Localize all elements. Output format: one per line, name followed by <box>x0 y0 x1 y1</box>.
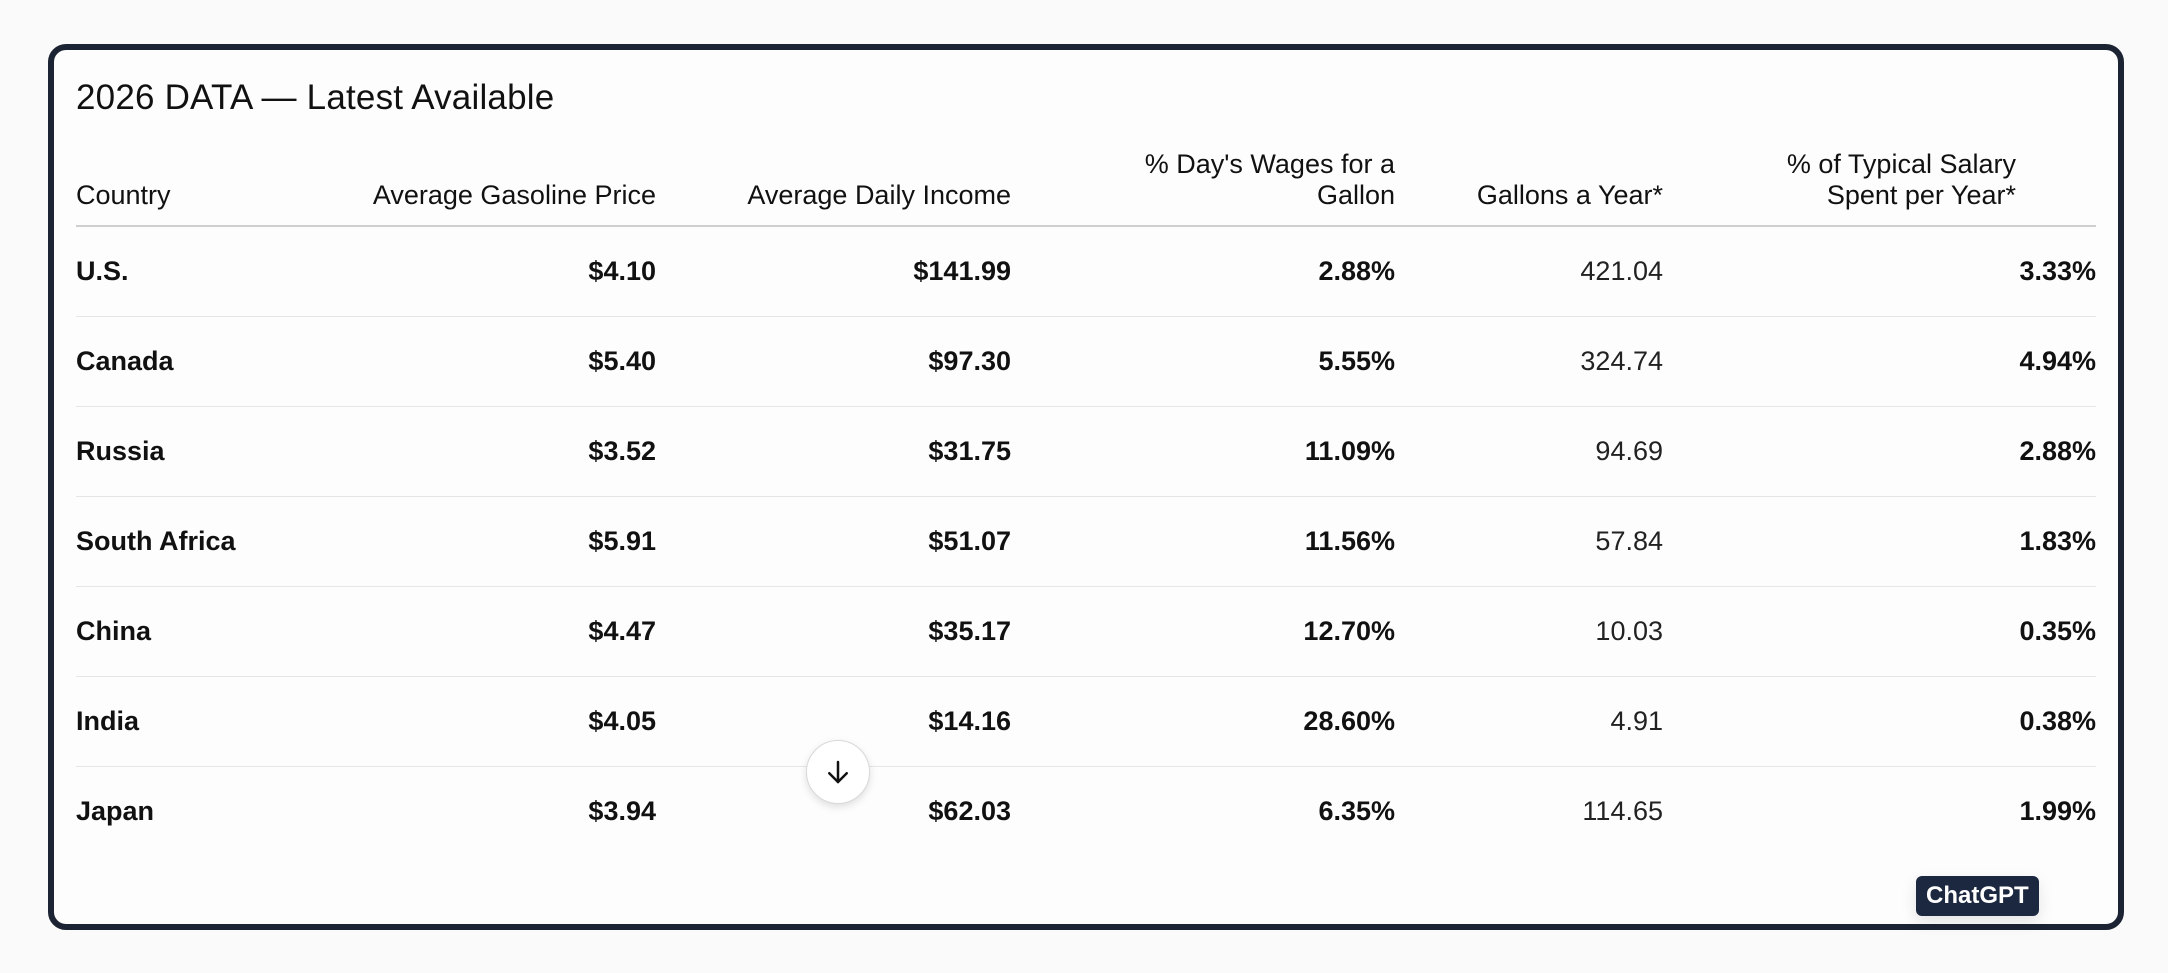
table-row: Canada $5.40 $97.30 5.55% 324.74 4.94% <box>76 316 2096 407</box>
table-title: 2026 DATA — Latest Available <box>76 78 555 117</box>
header-day-wages-line2: Gallon <box>1316 180 1395 210</box>
cell-salary-spent: 1.99% <box>2019 795 2096 826</box>
cell-daily-income: $62.03 <box>928 795 1011 826</box>
table-row: U.S. $4.10 $141.99 2.88% 421.04 3.33% <box>76 226 2096 317</box>
arrow-down-icon <box>828 760 848 784</box>
cell-gallons-year: 94.69 <box>1395 406 1663 497</box>
cell-gas-price: $5.91 <box>266 496 656 587</box>
cell-salary-spent: 1.83% <box>1663 496 2096 587</box>
cell-day-wages: 11.56% <box>1011 496 1395 587</box>
cell-salary-spent: 4.94% <box>1663 316 2096 407</box>
cell-country: China <box>76 586 266 677</box>
cell-gallons-year: 114.65 <box>1582 795 1663 826</box>
header-gas-price: Average Gasoline Price <box>266 140 656 227</box>
cell-gas-price: $3.94 <box>588 795 656 826</box>
table-row: Japan $3.94 $62.03 6.35% 114.65 1.99% <box>76 766 2096 856</box>
cell-country: India <box>76 676 266 767</box>
header-gallons-year: Gallons a Year* <box>1395 140 1663 227</box>
cell-daily-income: $31.75 <box>656 406 1011 497</box>
cell-day-wages: 12.70% <box>1011 586 1395 677</box>
header-country: Country <box>76 140 266 227</box>
header-day-wages-line1: % Day's Wages for a <box>1144 149 1395 179</box>
scroll-down-button[interactable] <box>806 740 870 804</box>
cell-gallons-year: 421.04 <box>1395 226 1663 317</box>
table-row: India $4.05 $14.16 28.60% 4.91 0.38% <box>76 676 2096 767</box>
table-header-row: Country Average Gasoline Price Average D… <box>76 140 2096 227</box>
cell-gallons-year: 10.03 <box>1395 586 1663 677</box>
cell-salary-spent: 0.35% <box>1663 586 2096 677</box>
cell-gas-price: $4.05 <box>266 676 656 767</box>
cell-salary-spent: 2.88% <box>1663 406 2096 497</box>
cell-day-wages: 2.88% <box>1011 226 1395 317</box>
cell-country: Canada <box>76 316 266 407</box>
cell-country: Russia <box>76 406 266 497</box>
cell-gallons-year: 57.84 <box>1395 496 1663 587</box>
cell-country: South Africa <box>76 496 266 587</box>
cell-salary-spent: 0.38% <box>1663 676 2096 767</box>
header-salary-spent-line1: % of Typical Salary <box>1786 149 2016 179</box>
data-table-card: 2026 DATA — Latest Available Country Ave… <box>48 44 2124 930</box>
cell-gas-price: $3.52 <box>266 406 656 497</box>
cell-gas-price: $5.40 <box>266 316 656 407</box>
cell-country: U.S. <box>76 226 266 317</box>
cell-daily-income: $97.30 <box>656 316 1011 407</box>
header-day-wages: % Day's Wages for a Gallon <box>1011 140 1395 227</box>
cell-gas-price: $4.47 <box>266 586 656 677</box>
table-row: Russia $3.52 $31.75 11.09% 94.69 2.88% <box>76 406 2096 497</box>
chatgpt-badge: ChatGPT <box>1916 876 2039 916</box>
cell-gallons-year: 4.91 <box>1395 676 1663 767</box>
cell-salary-spent: 3.33% <box>1663 226 2096 317</box>
cell-country: Japan <box>76 795 155 826</box>
cell-gas-price: $4.10 <box>266 226 656 317</box>
cell-gallons-year: 324.74 <box>1395 316 1663 407</box>
cell-day-wages: 6.35% <box>1318 795 1395 826</box>
cell-daily-income: $141.99 <box>656 226 1011 317</box>
cell-day-wages: 5.55% <box>1011 316 1395 407</box>
header-salary-spent: % of Typical Salary Spent per Year* <box>1663 140 2096 227</box>
cell-daily-income: $35.17 <box>656 586 1011 677</box>
cell-daily-income: $51.07 <box>656 496 1011 587</box>
table-row: South Africa $5.91 $51.07 11.56% 57.84 1… <box>76 496 2096 587</box>
cell-day-wages: 28.60% <box>1011 676 1395 767</box>
header-daily-income: Average Daily Income <box>656 140 1011 227</box>
cell-day-wages: 11.09% <box>1011 406 1395 497</box>
gasoline-data-table: Country Average Gasoline Price Average D… <box>76 140 2096 856</box>
header-salary-spent-line2: Spent per Year* <box>1826 180 2016 210</box>
table-row: China $4.47 $35.17 12.70% 10.03 0.35% <box>76 586 2096 677</box>
